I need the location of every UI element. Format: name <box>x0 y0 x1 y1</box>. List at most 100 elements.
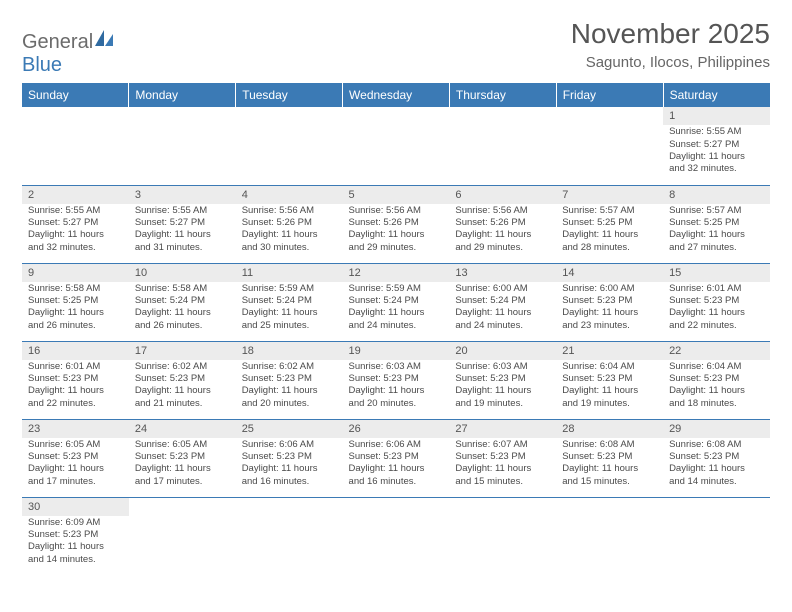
cell-line: and 31 minutes. <box>135 242 230 254</box>
logo-text: GeneralBlue <box>22 28 115 77</box>
cell-line: Sunrise: 6:08 AM <box>562 439 657 451</box>
cell-line: Sunset: 5:23 PM <box>135 451 230 463</box>
cell-line: Sunset: 5:23 PM <box>28 451 123 463</box>
cell-line: Sunset: 5:23 PM <box>455 373 550 385</box>
calendar-cell: 12Sunrise: 5:59 AMSunset: 5:24 PMDayligh… <box>343 263 450 341</box>
day-number: 2 <box>22 186 129 204</box>
day-header: Tuesday <box>236 83 343 107</box>
calendar-cell: 17Sunrise: 6:02 AMSunset: 5:23 PMDayligh… <box>129 341 236 419</box>
calendar-cell <box>129 497 236 575</box>
calendar-cell: 29Sunrise: 6:08 AMSunset: 5:23 PMDayligh… <box>663 419 770 497</box>
cell-line: Daylight: 11 hours <box>28 229 123 241</box>
calendar-cell <box>556 497 663 575</box>
cell-line: and 26 minutes. <box>28 320 123 332</box>
day-number: 26 <box>343 420 450 438</box>
calendar-cell: 5Sunrise: 5:56 AMSunset: 5:26 PMDaylight… <box>343 185 450 263</box>
calendar-cell: 22Sunrise: 6:04 AMSunset: 5:23 PMDayligh… <box>663 341 770 419</box>
page-title: November 2025 <box>571 18 770 50</box>
cell-line: and 22 minutes. <box>669 320 764 332</box>
day-header: Wednesday <box>343 83 450 107</box>
day-number: 19 <box>343 342 450 360</box>
cell-line: Daylight: 11 hours <box>242 385 337 397</box>
day-header: Monday <box>129 83 236 107</box>
cell-line: and 19 minutes. <box>562 398 657 410</box>
day-number: 21 <box>556 342 663 360</box>
calendar-body: 1Sunrise: 5:55 AMSunset: 5:27 PMDaylight… <box>22 107 770 575</box>
logo-text-general: General <box>22 31 93 53</box>
cell-line: and 22 minutes. <box>28 398 123 410</box>
day-number: 12 <box>343 264 450 282</box>
calendar-header-row: SundayMondayTuesdayWednesdayThursdayFrid… <box>22 83 770 107</box>
cell-line: Sunrise: 6:04 AM <box>562 361 657 373</box>
day-number: 17 <box>129 342 236 360</box>
cell-line: and 15 minutes. <box>455 476 550 488</box>
day-number: 3 <box>129 186 236 204</box>
cell-line: Sunrise: 5:57 AM <box>669 205 764 217</box>
cell-line: Sunrise: 5:56 AM <box>349 205 444 217</box>
calendar-cell: 25Sunrise: 6:06 AMSunset: 5:23 PMDayligh… <box>236 419 343 497</box>
day-number: 20 <box>449 342 556 360</box>
logo-sail-icon <box>93 28 115 48</box>
cell-line: Sunset: 5:26 PM <box>349 217 444 229</box>
cell-line: Daylight: 11 hours <box>669 463 764 475</box>
calendar-table: SundayMondayTuesdayWednesdayThursdayFrid… <box>22 83 770 575</box>
calendar-week-row: 2Sunrise: 5:55 AMSunset: 5:27 PMDaylight… <box>22 185 770 263</box>
calendar-cell: 3Sunrise: 5:55 AMSunset: 5:27 PMDaylight… <box>129 185 236 263</box>
cell-line: Sunrise: 6:03 AM <box>455 361 550 373</box>
cell-line: Sunset: 5:23 PM <box>562 295 657 307</box>
cell-line: and 32 minutes. <box>28 242 123 254</box>
cell-line: and 17 minutes. <box>135 476 230 488</box>
cell-line: Sunset: 5:24 PM <box>349 295 444 307</box>
cell-line: Sunrise: 6:01 AM <box>669 283 764 295</box>
logo: GeneralBlue <box>22 18 115 77</box>
cell-line: Sunrise: 5:59 AM <box>242 283 337 295</box>
cell-line: and 18 minutes. <box>669 398 764 410</box>
cell-line: Daylight: 11 hours <box>455 385 550 397</box>
cell-line: and 16 minutes. <box>349 476 444 488</box>
calendar-cell <box>449 107 556 185</box>
cell-line: Daylight: 11 hours <box>242 229 337 241</box>
calendar-week-row: 1Sunrise: 5:55 AMSunset: 5:27 PMDaylight… <box>22 107 770 185</box>
cell-line: Sunset: 5:27 PM <box>669 139 764 151</box>
cell-line: Daylight: 11 hours <box>349 463 444 475</box>
cell-line: and 30 minutes. <box>242 242 337 254</box>
day-number: 7 <box>556 186 663 204</box>
cell-line: Sunrise: 5:59 AM <box>349 283 444 295</box>
cell-line: Daylight: 11 hours <box>669 229 764 241</box>
day-number: 4 <box>236 186 343 204</box>
cell-line: Sunset: 5:27 PM <box>135 217 230 229</box>
day-number: 23 <box>22 420 129 438</box>
cell-line: Sunrise: 6:02 AM <box>135 361 230 373</box>
calendar-cell: 13Sunrise: 6:00 AMSunset: 5:24 PMDayligh… <box>449 263 556 341</box>
calendar-cell <box>22 107 129 185</box>
calendar-cell: 11Sunrise: 5:59 AMSunset: 5:24 PMDayligh… <box>236 263 343 341</box>
cell-line: Sunset: 5:26 PM <box>242 217 337 229</box>
calendar-cell: 14Sunrise: 6:00 AMSunset: 5:23 PMDayligh… <box>556 263 663 341</box>
cell-line: Sunset: 5:23 PM <box>28 373 123 385</box>
calendar-cell <box>236 107 343 185</box>
day-number: 1 <box>663 107 770 125</box>
calendar-cell <box>343 107 450 185</box>
cell-line: and 29 minutes. <box>455 242 550 254</box>
calendar-cell: 9Sunrise: 5:58 AMSunset: 5:25 PMDaylight… <box>22 263 129 341</box>
cell-line: Daylight: 11 hours <box>669 385 764 397</box>
day-number: 5 <box>343 186 450 204</box>
cell-line: Sunrise: 6:05 AM <box>135 439 230 451</box>
calendar-cell: 7Sunrise: 5:57 AMSunset: 5:25 PMDaylight… <box>556 185 663 263</box>
cell-line: Daylight: 11 hours <box>28 541 123 553</box>
cell-line: Sunset: 5:27 PM <box>28 217 123 229</box>
cell-line: Sunrise: 5:58 AM <box>28 283 123 295</box>
cell-line: Sunrise: 5:56 AM <box>455 205 550 217</box>
calendar-cell: 19Sunrise: 6:03 AMSunset: 5:23 PMDayligh… <box>343 341 450 419</box>
calendar-cell: 28Sunrise: 6:08 AMSunset: 5:23 PMDayligh… <box>556 419 663 497</box>
calendar-cell <box>236 497 343 575</box>
cell-line: Daylight: 11 hours <box>135 463 230 475</box>
day-number: 14 <box>556 264 663 282</box>
day-number: 6 <box>449 186 556 204</box>
calendar-cell <box>343 497 450 575</box>
cell-line: and 29 minutes. <box>349 242 444 254</box>
cell-line: Daylight: 11 hours <box>349 307 444 319</box>
logo-text-blue: Blue <box>22 54 62 76</box>
cell-line: Daylight: 11 hours <box>135 385 230 397</box>
cell-line: and 19 minutes. <box>455 398 550 410</box>
